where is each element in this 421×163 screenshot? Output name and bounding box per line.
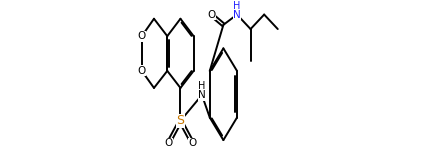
- Text: O: O: [207, 10, 215, 20]
- Text: H: H: [198, 81, 205, 91]
- Text: O: O: [189, 138, 197, 148]
- Text: O: O: [164, 138, 173, 148]
- Text: O: O: [138, 31, 146, 41]
- Text: N: N: [233, 10, 241, 20]
- Text: S: S: [176, 114, 184, 127]
- Text: N: N: [198, 90, 206, 100]
- Text: H: H: [233, 1, 241, 11]
- Text: O: O: [138, 66, 146, 76]
